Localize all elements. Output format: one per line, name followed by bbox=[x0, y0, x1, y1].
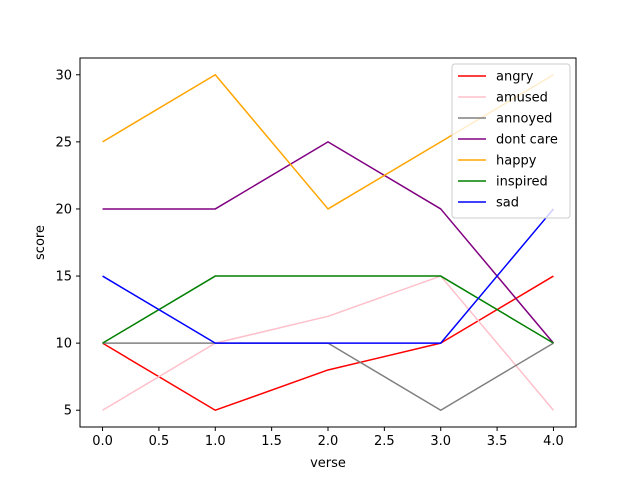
y-tick-label: 15 bbox=[55, 270, 72, 285]
x-tick-label: 1.5 bbox=[261, 434, 282, 449]
x-tick-label: 2.5 bbox=[374, 434, 395, 449]
legend-label: annoyed bbox=[496, 112, 552, 127]
x-axis-label: verse bbox=[310, 456, 346, 471]
legend-label: dont care bbox=[496, 133, 558, 148]
x-tick-label: 1.0 bbox=[205, 434, 226, 449]
legend-label: amused bbox=[496, 91, 548, 106]
x-tick-label: 0.0 bbox=[92, 434, 113, 449]
y-tick-label: 25 bbox=[55, 135, 72, 150]
legend-label: angry bbox=[496, 70, 534, 85]
y-tick-label: 30 bbox=[55, 68, 72, 83]
legend-label: inspired bbox=[496, 175, 548, 190]
legend-box bbox=[451, 63, 571, 219]
y-axis-label: score bbox=[33, 225, 48, 260]
legend: angry amused annoyed dont care happy inspired… bbox=[451, 63, 571, 219]
x-tick-label: 2.0 bbox=[318, 434, 339, 449]
series-line-amused bbox=[102, 275, 555, 411]
legend-label: sad bbox=[496, 196, 519, 211]
y-tick-label: 20 bbox=[55, 202, 72, 217]
x-tick-label: 3.0 bbox=[430, 434, 451, 449]
y-tick-label: 5 bbox=[64, 404, 72, 419]
legend-label: happy bbox=[496, 154, 537, 169]
series-line-sad bbox=[102, 208, 555, 344]
series-line-dont-care bbox=[102, 141, 555, 344]
x-tick-label: 0.5 bbox=[149, 434, 170, 449]
y-tick-label: 10 bbox=[55, 337, 72, 352]
y-axis-ticks: 5 10 15 20 25 30 bbox=[55, 68, 80, 419]
x-axis-ticks: 0.0 0.5 1.0 1.5 2.0 2.5 3.0 3.5 4.0 bbox=[92, 427, 564, 449]
x-tick-label: 3.5 bbox=[487, 434, 508, 449]
series-layer bbox=[102, 74, 555, 411]
x-tick-label: 4.0 bbox=[543, 434, 564, 449]
